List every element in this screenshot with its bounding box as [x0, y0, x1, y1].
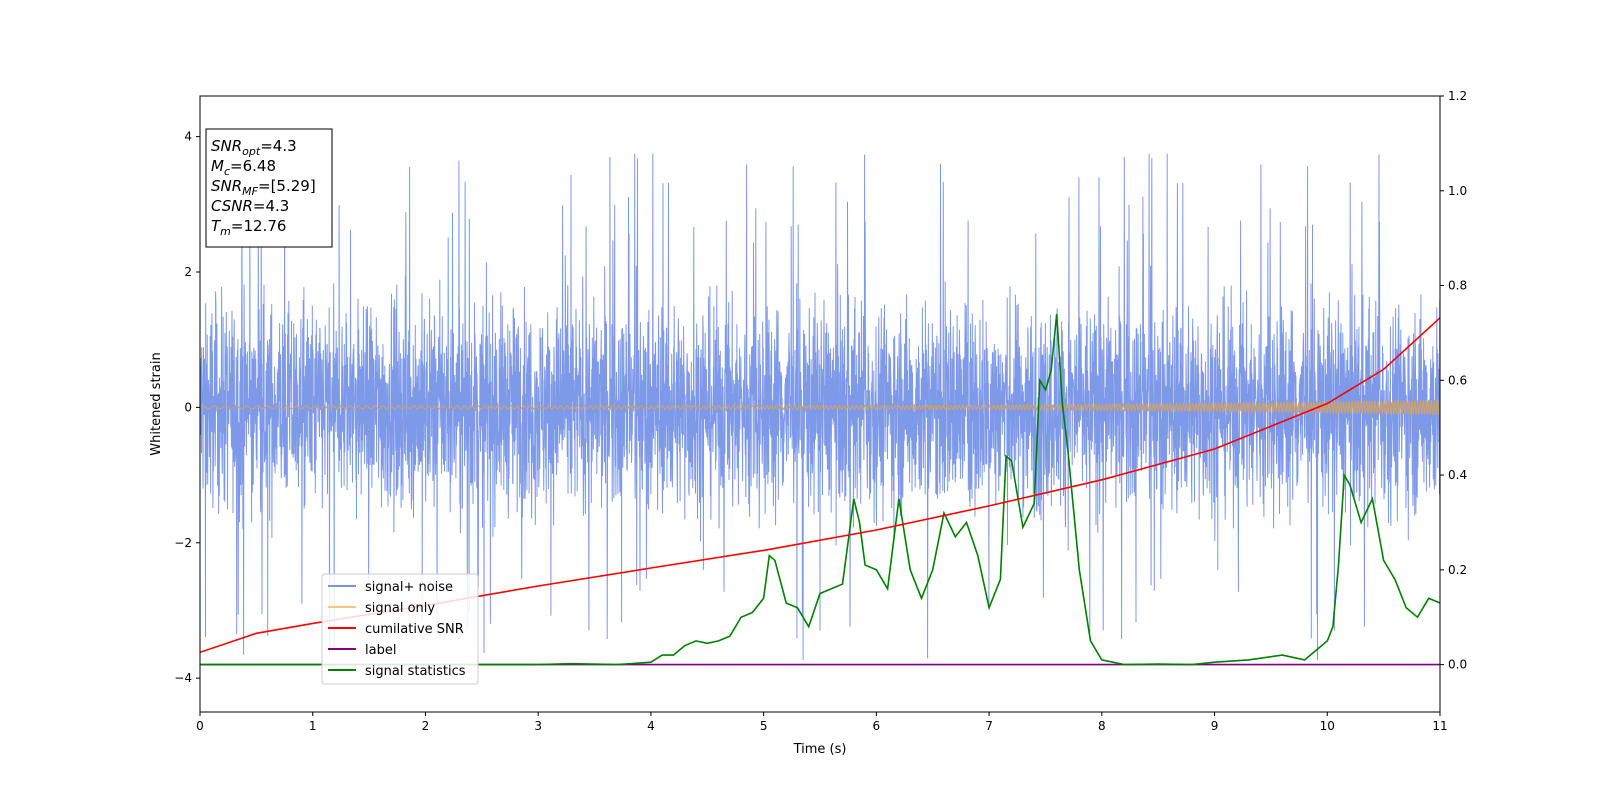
legend-label: signal only — [365, 601, 435, 616]
annotation-frame — [205, 128, 333, 248]
x-tick-label: 11 — [1432, 719, 1447, 733]
annotation-line: SNRMF=[5.29] — [211, 177, 316, 198]
legend-label: cumilative SNR — [365, 622, 464, 637]
x-tick-label: 8 — [1098, 719, 1106, 733]
legend-label: signal statistics — [365, 664, 466, 679]
y2-tick-label: 0.2 — [1448, 563, 1467, 577]
y-tick-label: −2 — [174, 536, 192, 550]
annotation-line: CSNR=4.3 — [211, 197, 289, 215]
annotation-line: Mc=6.48 — [211, 157, 276, 178]
legend: signal+ noise signal only cumilative SNR la… — [321, 573, 479, 685]
x-tick-label: 7 — [985, 719, 993, 733]
x-tick-label: 0 — [196, 719, 204, 733]
axes: 0 1 2 3 4 5 6 7 8 9 10 11 −4 −2 0 2 4 0.0 0.2 0.4 0.6 0.8 1.0 1… — [174, 89, 1467, 733]
series-signal-only — [200, 398, 1440, 417]
legend-frame — [321, 573, 479, 685]
y2-tick-label: 0.8 — [1448, 279, 1467, 293]
x-tick-label: 2 — [422, 719, 430, 733]
y-tick-label: −4 — [174, 671, 192, 685]
legend-label: label — [365, 643, 396, 658]
x-tick-label: 5 — [760, 719, 768, 733]
legend-label: signal+ noise — [365, 580, 453, 595]
x-axis-label: Time (s) — [793, 742, 847, 757]
y-tick-label: 4 — [184, 130, 192, 144]
series-signal-statistics — [200, 313, 1440, 666]
x-tick-label: 4 — [647, 719, 655, 733]
x-tick-label: 9 — [1211, 719, 1219, 733]
annotation-line: SNRopt=4.3 — [211, 137, 297, 158]
y2-tick-label: 0.4 — [1448, 468, 1467, 482]
y2-tick-label: 0.6 — [1448, 373, 1467, 387]
y2-tick-label: 1.0 — [1448, 184, 1467, 198]
y-tick-label: 0 — [184, 400, 192, 414]
series-signal-noise — [200, 153, 1440, 661]
axes-frame — [199, 95, 1441, 713]
annotation-line: Tm=12.76 — [211, 217, 286, 238]
y-axis-label: Whitened strain — [149, 352, 164, 455]
x-tick-label: 1 — [309, 719, 317, 733]
x-tick-label: 6 — [873, 719, 881, 733]
y2-tick-label: 1.2 — [1448, 89, 1467, 103]
x-tick-label: 3 — [534, 719, 542, 733]
y-tick-label: 2 — [184, 265, 192, 279]
x-tick-label: 10 — [1320, 719, 1335, 733]
y2-tick-label: 0.0 — [1448, 658, 1467, 672]
